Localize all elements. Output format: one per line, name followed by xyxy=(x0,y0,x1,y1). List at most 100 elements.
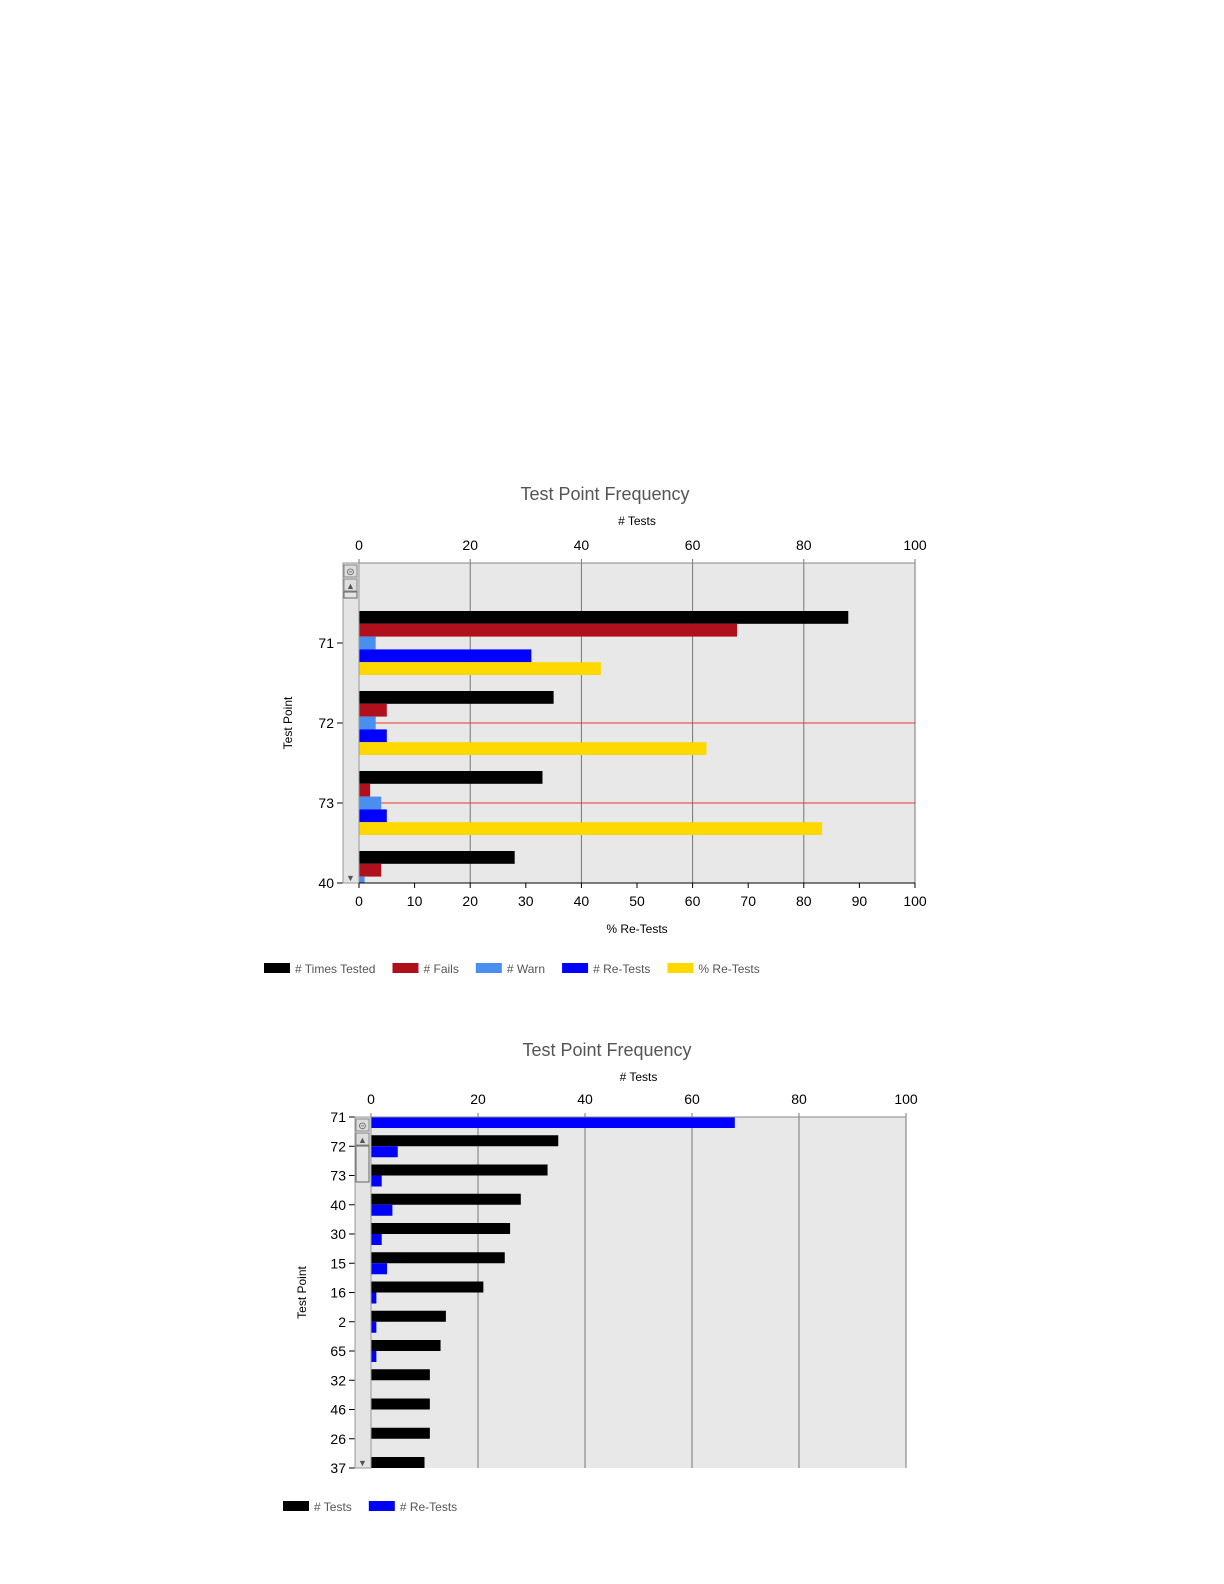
zoom-reset-icon: ⊝ xyxy=(358,1121,366,1132)
legend-label: # Tests xyxy=(314,1500,352,1514)
top-tick-label: 0 xyxy=(355,537,363,553)
bar-retests xyxy=(371,1117,735,1128)
y-tick-label: 40 xyxy=(318,875,334,891)
bottom-tick-label: 0 xyxy=(355,893,363,909)
bar-tests xyxy=(371,1457,425,1468)
scroll-thumb[interactable] xyxy=(343,591,358,599)
bar-timestested xyxy=(359,851,515,864)
y-tick-label: 37 xyxy=(330,1460,346,1476)
bar-tests xyxy=(371,1369,430,1381)
bar-retests xyxy=(371,1146,398,1158)
legend-swatch xyxy=(368,1501,395,1511)
bottom-tick-label: 50 xyxy=(629,893,645,909)
bar-retests xyxy=(371,1292,377,1304)
bar-fails xyxy=(359,863,382,877)
bottom-tick-label: 90 xyxy=(852,893,868,909)
y-tick-label: 72 xyxy=(318,715,334,731)
bar-tests xyxy=(371,1223,511,1234)
y-tick-label: 15 xyxy=(330,1255,346,1271)
legend-label: % Re-Tests xyxy=(698,962,759,976)
zoom-reset-icon xyxy=(355,1118,370,1132)
bottom-tick-label: 40 xyxy=(574,893,590,909)
bottom-tick-label: 60 xyxy=(685,893,701,909)
bar-fails xyxy=(359,783,371,797)
y-tick-label: 16 xyxy=(330,1285,346,1301)
top-tick-label: 60 xyxy=(685,537,701,553)
bar-tests xyxy=(371,1281,484,1293)
bar-tests xyxy=(371,1340,441,1351)
bar-tests xyxy=(371,1106,842,1117)
arrow-up-icon: ▲ xyxy=(346,581,355,591)
y-axis-label: Test Point xyxy=(281,696,295,749)
bar-warn xyxy=(359,876,365,883)
top-tick-label: 20 xyxy=(462,537,478,553)
legend-label: # Re-Tests xyxy=(593,962,650,976)
y-tick-label: 32 xyxy=(330,1372,346,1388)
top-tick-label: 100 xyxy=(894,1091,918,1107)
top-axis-label: # Tests xyxy=(620,1070,658,1084)
legend-item: # Warn xyxy=(475,962,545,976)
bottom-tick-label: 100 xyxy=(903,893,927,909)
bar-warn xyxy=(359,796,382,810)
top-tick-label: 40 xyxy=(577,1091,593,1107)
bars xyxy=(371,1106,842,1468)
chart-title: Test Point Frequency xyxy=(522,1040,691,1060)
legend-swatch xyxy=(264,963,290,973)
y-tick-label: 73 xyxy=(318,795,334,811)
bar-retests xyxy=(359,729,387,743)
legend-swatch xyxy=(475,963,502,973)
scrollbar[interactable] xyxy=(354,1116,372,1469)
top-tick-label: 40 xyxy=(574,537,590,553)
top-tick-label: 0 xyxy=(367,1091,375,1107)
y-tick-label: 26 xyxy=(330,1431,346,1447)
y-tick-label: 46 xyxy=(330,1402,346,1418)
y-tick-label: 71 xyxy=(318,635,334,651)
scroll-up-button[interactable] xyxy=(343,578,358,592)
bottom-tick-label: 20 xyxy=(462,893,478,909)
legend-swatch xyxy=(283,1501,309,1511)
legend-label: # Re-Tests xyxy=(400,1500,457,1514)
legend-item: # Re-Tests xyxy=(368,1500,457,1514)
y-axis-label: Test Point xyxy=(295,1265,309,1318)
legend-item: # Tests xyxy=(283,1500,352,1514)
bar-fails xyxy=(359,623,738,637)
bar-retests xyxy=(371,1234,382,1245)
bar-warn xyxy=(359,636,376,650)
bottom-tick-label: 80 xyxy=(796,893,812,909)
top-tick-label: 100 xyxy=(903,537,927,553)
arrow-up-icon: ▲ xyxy=(358,1135,367,1145)
scroll-up-button[interactable] xyxy=(355,1132,370,1146)
bar-retests xyxy=(359,662,601,675)
bar-warn xyxy=(359,716,376,730)
bar-retests xyxy=(371,1175,382,1187)
bars xyxy=(359,611,849,883)
arrow-down-icon: ▼ xyxy=(358,1458,367,1468)
bar-tests xyxy=(371,1398,430,1410)
bar-retests xyxy=(371,1204,393,1216)
y-tick-label: 30 xyxy=(330,1226,346,1242)
y-tick-label: 2 xyxy=(338,1314,346,1330)
zoom-reset-icon: ⊝ xyxy=(346,567,354,578)
bottom-axis-label: % Re-Tests xyxy=(606,922,667,936)
bar-retests xyxy=(359,822,823,835)
top-tick-label: 80 xyxy=(791,1091,807,1107)
scrollbar[interactable] xyxy=(342,562,360,884)
bar-retests xyxy=(359,742,707,755)
bar-retests xyxy=(371,1321,377,1333)
bar-tests xyxy=(371,1193,521,1205)
bottom-tick-label: 30 xyxy=(518,893,534,909)
legend-swatch xyxy=(392,963,419,973)
bar-tests xyxy=(371,1164,548,1176)
chart-2: Test Point Frequency # Tests 0 20 40 60 80 100 7… xyxy=(283,1040,918,1514)
y-tick-label: 72 xyxy=(330,1138,346,1154)
legend-item: # Re-Tests xyxy=(562,962,650,976)
y-tick-label: 65 xyxy=(330,1343,346,1359)
legend-label: # Fails xyxy=(423,962,458,976)
scroll-thumb[interactable] xyxy=(355,1145,370,1183)
bar-retests xyxy=(359,649,532,663)
legend-item: # Fails xyxy=(392,962,459,976)
bar-tests xyxy=(371,1310,446,1322)
legend-swatch xyxy=(562,963,589,973)
